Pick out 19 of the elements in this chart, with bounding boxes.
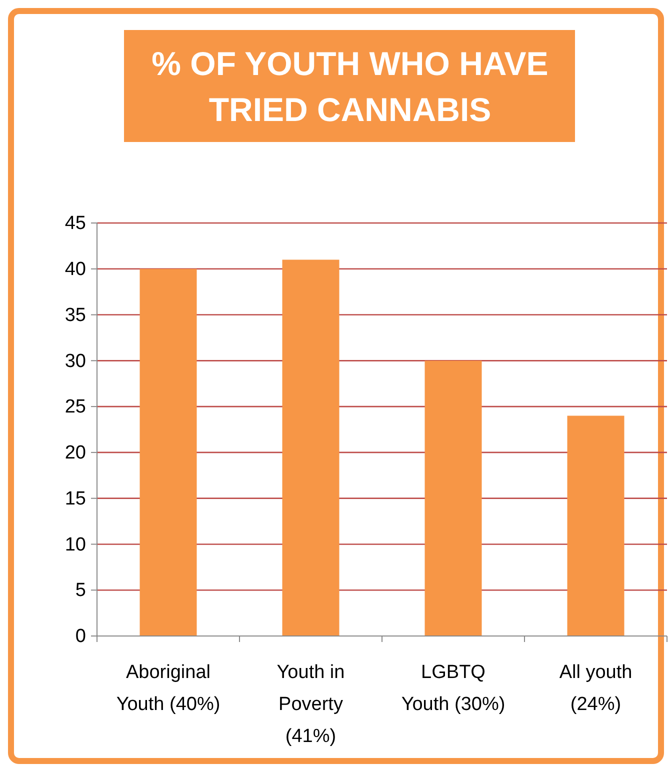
x-tick-label: LGBTQ Youth (30%) <box>401 662 506 715</box>
y-tick-label: 15 <box>64 488 86 510</box>
y-tick-label: 10 <box>64 534 86 556</box>
bar <box>282 260 340 636</box>
y-tick-label: 35 <box>64 304 86 326</box>
y-tick-label: 0 <box>75 626 86 648</box>
chart-title: % OF YOUTH WHO HAVE TRIED CANNABIS <box>152 45 548 128</box>
x-tick-label: Aboriginal Youth (40%) <box>116 662 220 715</box>
y-tick-label: 45 <box>64 213 86 234</box>
y-tick-label: 20 <box>64 442 86 464</box>
bar <box>567 416 624 636</box>
x-tick-label: Youth in Poverty (41%) <box>276 662 345 747</box>
bar <box>424 360 482 636</box>
y-tick-label: 40 <box>64 258 86 280</box>
x-tick-label: All youth (24%) <box>559 662 632 715</box>
y-tick-label: 30 <box>64 350 86 372</box>
y-tick-label: 5 <box>75 580 86 602</box>
bar <box>140 268 197 636</box>
y-tick-label: 25 <box>64 396 86 418</box>
